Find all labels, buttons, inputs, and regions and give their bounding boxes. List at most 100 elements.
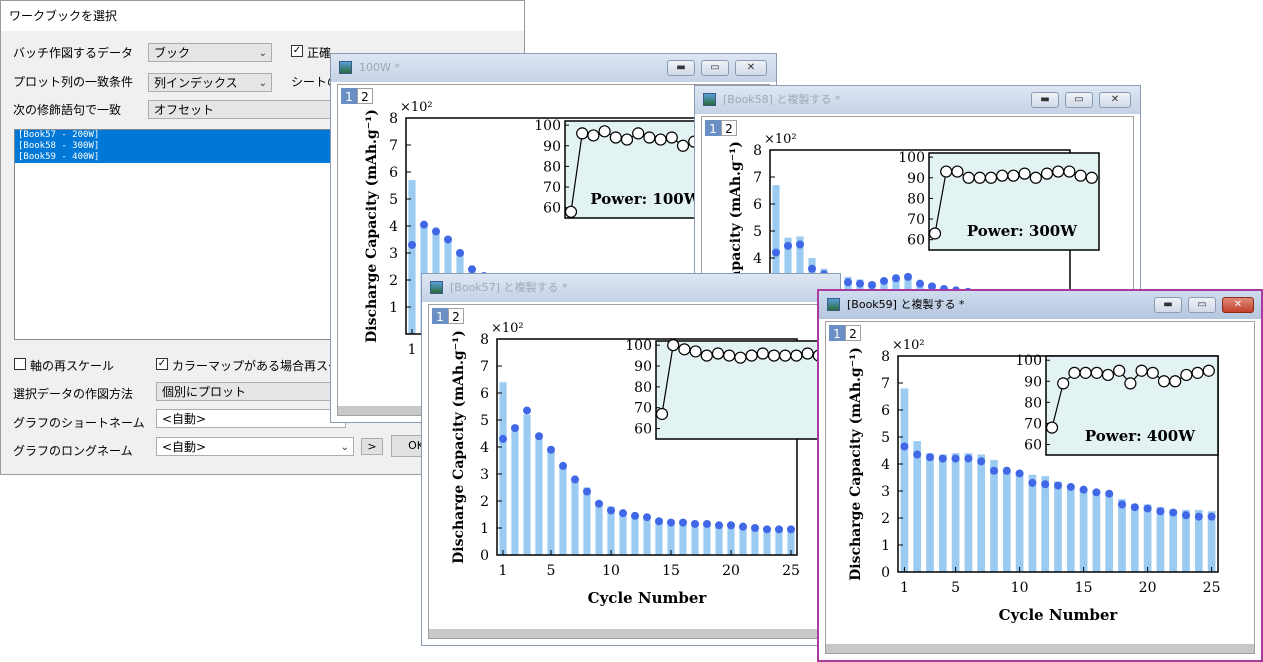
long-name-select[interactable]: <自動> ⌄	[156, 437, 354, 456]
inset-y-tick-label: 90	[1024, 374, 1042, 390]
graph-window-book59[interactable]: [Book59] と複製する * ▬ ▭ ✕ 1 2 0 1 2 3 4 5 6 7 8 1 5 10…	[817, 289, 1263, 662]
efficiency-point	[996, 169, 1009, 182]
plot-method-select[interactable]: 個別にプロット	[156, 382, 346, 401]
maximize-icon[interactable]: ▭	[701, 60, 729, 76]
layer-tab-2[interactable]: 2	[357, 88, 373, 104]
capacity-bar	[964, 453, 973, 572]
capacity-point	[1194, 512, 1203, 521]
capacity-bar	[1207, 511, 1216, 572]
layer-tab-2[interactable]: 2	[448, 308, 464, 324]
minimize-icon[interactable]: ▬	[1031, 92, 1059, 108]
capacity-point	[964, 454, 973, 463]
layer-tab-1[interactable]: 1	[341, 88, 357, 104]
capacity-bar	[535, 433, 543, 555]
rescale-checkbox[interactable]	[14, 358, 26, 370]
capacity-point	[775, 525, 783, 534]
window-title: 100W *	[359, 61, 400, 74]
minimize-icon[interactable]: ▬	[1154, 297, 1182, 313]
capacity-bar	[583, 487, 591, 555]
layer-tab-2[interactable]: 2	[845, 325, 861, 341]
efficiency-point	[779, 349, 792, 362]
list-item[interactable]: [Book58 - 300W]	[15, 141, 353, 152]
efficiency-point	[700, 349, 713, 362]
capacity-bar	[1041, 476, 1050, 572]
close-icon[interactable]: ✕	[1222, 297, 1254, 313]
capacity-point	[808, 264, 816, 273]
window-titlebar[interactable]: 100W * ▬ ▭ ✕	[331, 54, 776, 82]
y-tick-label: 6	[480, 386, 489, 402]
y-axis-label: Discharge Capacity (mAh.g⁻¹)	[848, 347, 864, 581]
y-tick-label: 4	[480, 440, 489, 456]
window-titlebar[interactable]: [Book58] と複製する * ▬ ▭ ✕	[695, 86, 1140, 114]
minimize-icon[interactable]: ▬	[667, 60, 695, 76]
efficiency-point	[984, 171, 998, 184]
capacity-point	[703, 519, 711, 528]
y-tick-label: 1	[480, 521, 489, 537]
capacity-point	[432, 227, 440, 236]
window-titlebar[interactable]: [Book57] と複製する *	[422, 274, 840, 302]
y-tick-label: 3	[389, 246, 398, 262]
short-name-input[interactable]: <自動>	[156, 409, 346, 428]
graph-icon	[430, 281, 443, 294]
capacity-bar	[1156, 507, 1165, 572]
arrow-button[interactable]: >	[361, 438, 383, 455]
x-tick-label: 15	[662, 563, 680, 579]
modifier-select[interactable]: オフセット	[148, 100, 338, 119]
match-condition-select[interactable]: 列インデックス ⌄	[148, 73, 272, 92]
power-label: Power: 300W	[967, 222, 1078, 240]
y-tick-label: 8	[480, 332, 489, 348]
capacity-bar	[1118, 499, 1126, 572]
efficiency-point	[587, 129, 600, 142]
horizontal-scrollbar[interactable]	[826, 644, 1254, 653]
capacity-bar	[1130, 504, 1139, 572]
efficiency-point	[689, 345, 702, 358]
colormap-rescale-checkbox[interactable]: ✓	[156, 358, 168, 370]
batch-data-select[interactable]: ブック ⌄	[148, 43, 272, 62]
graph-window-book57[interactable]: [Book57] と複製する * 1 2 0 1 2 3 4 5 6 7 8 1 5 10 15 20 25…	[421, 273, 841, 646]
capacity-point	[844, 278, 852, 287]
layer-tab-1[interactable]: 1	[829, 325, 845, 341]
exact-checkbox[interactable]: ✓	[291, 45, 303, 57]
capacity-point	[868, 281, 876, 289]
layer-tab-1[interactable]: 1	[705, 120, 721, 136]
efficiency-point	[1085, 171, 1098, 184]
axis-exponent: ×10²	[764, 132, 797, 147]
efficiency-point	[665, 131, 678, 144]
capacity-bar	[990, 459, 998, 572]
x-tick-label: 10	[602, 563, 620, 579]
y-tick-label: 1	[389, 300, 398, 316]
capacity-point	[1092, 488, 1101, 497]
exact-label: 正確	[307, 46, 332, 60]
capacity-bar	[559, 464, 567, 555]
maximize-icon[interactable]: ▭	[1188, 297, 1216, 313]
efficiency-point	[632, 127, 645, 140]
window-titlebar[interactable]: [Book59] と複製する * ▬ ▭ ✕	[819, 291, 1261, 319]
efficiency-point	[1029, 171, 1042, 184]
capacity-bar	[619, 511, 627, 555]
efficiency-point	[1169, 375, 1182, 388]
efficiency-point	[643, 131, 656, 144]
efficiency-point	[1057, 377, 1070, 390]
efficiency-point	[723, 349, 736, 362]
inset-y-tick-label: 100	[1015, 353, 1042, 369]
efficiency-point	[928, 227, 942, 240]
chevron-down-icon: ⌄	[258, 48, 267, 59]
batch-data-value: ブック	[154, 46, 191, 60]
maximize-icon[interactable]: ▭	[1065, 92, 1093, 108]
horizontal-scrollbar[interactable]	[429, 629, 833, 638]
workbook-list[interactable]: [Book57 - 200W] [Book58 - 300W] [Book59 …	[14, 129, 354, 340]
capacity-bar	[655, 518, 663, 555]
capacity-point	[977, 457, 986, 466]
list-item[interactable]: [Book59 - 400W]	[15, 152, 353, 163]
graph-icon	[339, 61, 352, 74]
match-condition-label: プロット列の一致条件	[13, 75, 134, 89]
layer-tab-2[interactable]: 2	[721, 120, 737, 136]
layer-tab-1[interactable]: 1	[432, 308, 448, 324]
efficiency-point	[576, 127, 589, 140]
capacity-point	[1118, 500, 1126, 509]
capacity-bar	[691, 522, 699, 555]
capacity-point	[559, 461, 567, 470]
close-icon[interactable]: ✕	[1099, 92, 1131, 108]
list-item[interactable]: [Book57 - 200W]	[15, 130, 353, 141]
close-icon[interactable]: ✕	[735, 60, 767, 76]
